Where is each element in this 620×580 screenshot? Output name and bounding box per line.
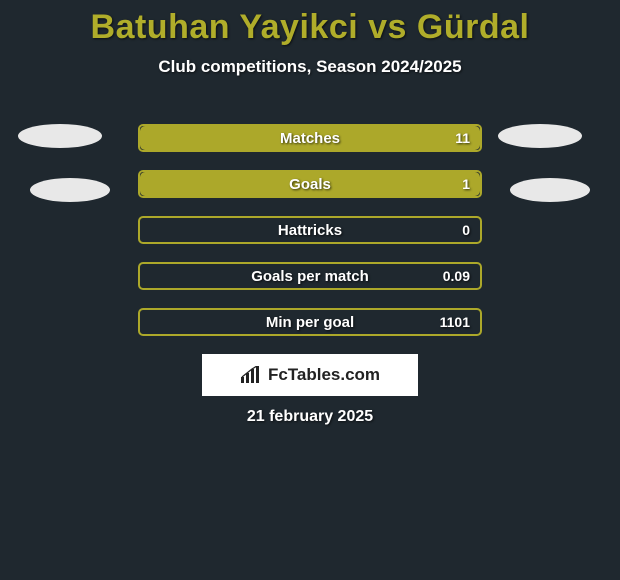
brand-badge: FcTables.com	[202, 354, 418, 396]
stat-value: 1	[462, 172, 470, 196]
subtitle: Club competitions, Season 2024/2025	[0, 57, 620, 77]
avatar-placeholder-right-1	[498, 124, 582, 148]
stat-value: 0.09	[443, 264, 470, 288]
avatar-placeholder-left-2	[30, 178, 110, 202]
stat-value: 0	[462, 218, 470, 242]
stat-label: Min per goal	[140, 310, 480, 334]
avatar-placeholder-right-2	[510, 178, 590, 202]
date-text: 21 february 2025	[0, 408, 620, 426]
stat-row: Goals per match0.09	[138, 262, 482, 290]
stat-row: Goals1	[138, 170, 482, 198]
stat-row: Min per goal1101	[138, 308, 482, 336]
bar-chart-icon	[240, 366, 262, 384]
stat-value: 1101	[440, 310, 470, 334]
avatar-placeholder-left-1	[18, 124, 102, 148]
stat-label: Hattricks	[140, 218, 480, 242]
stat-label: Goals per match	[140, 264, 480, 288]
stat-row: Matches11	[138, 124, 482, 152]
stat-value: 11	[455, 126, 470, 150]
stat-label: Goals	[140, 172, 480, 196]
brand-text: FcTables.com	[268, 365, 380, 385]
page-title: Batuhan Yayikci vs Gürdal	[0, 0, 620, 47]
stat-rows: Matches11 Goals1 Hattricks0 Goals per match…	[138, 124, 482, 354]
stat-row: Hattricks0	[138, 216, 482, 244]
stat-label: Matches	[140, 126, 480, 150]
